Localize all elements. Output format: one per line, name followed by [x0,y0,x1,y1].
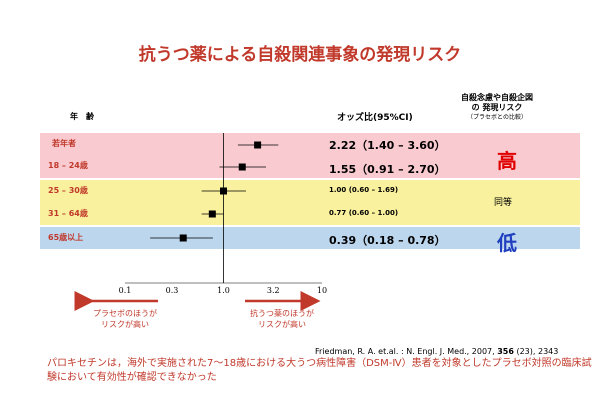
or-text-18-24: 1.55（0.91 – 2.70） [329,163,446,176]
age-label-youth: 若年者 [52,139,76,148]
x-tick-label: 3.2 [267,286,280,295]
arrow-left-label: プラセボのほうが リスクが高い [80,308,170,330]
risk-label-high: 高 [497,149,517,173]
or-point [254,141,262,149]
age-header: 年 齢 [70,112,94,121]
or-point [179,234,187,242]
age-label-25-30: 25 – 30歳 [48,186,88,195]
x-tick-label: 0.3 [166,286,179,295]
citation-volume: 356 [497,347,514,356]
citation-prefix: Friedman, R. A. et.al. : N. Engl. J. Med… [315,347,498,356]
arrow-left-line2: リスクが高い [101,320,149,329]
or-point [220,187,227,195]
or-point [208,210,216,218]
band-high-risk [40,133,580,178]
arrow-right-label: 抗うつ薬のほうが リスクが高い [237,308,327,330]
risk-label-low: 低 [497,231,517,255]
risk-header-line2: の 発現リスク [471,103,523,112]
footnote: パロキセチンは，海外で実施された7～18歳における大うつ病性障害（DSM-Ⅳ）患… [47,358,592,383]
band-equal-risk [40,180,580,225]
or-text-65-plus: 0.39（0.18 – 0.78） [329,234,446,247]
citation-suffix: (23), 2343 [513,347,559,356]
citation: Friedman, R. A. et.al. : N. Engl. J. Med… [315,347,558,356]
x-tick-label: 1.0 [217,286,230,295]
arrow-right-line2: リスクが高い [258,320,306,329]
age-label-31-64: 31 – 64歳 [48,209,88,218]
risk-header: 自殺念慮や自殺企図 の 発現リスク （プラセボとの比較） [447,93,547,123]
risk-label-equal: 同等 [494,198,513,208]
age-label-18-24: 18 – 24歳 [48,161,88,170]
odds-ratio-header: オッズ比(95%CI) [337,113,413,123]
age-label-65-plus: 65歳以上 [48,233,84,242]
x-tick-label: 0.1 [119,286,132,295]
or-point [238,163,246,171]
arrow-left-line1: プラセボのほうが [93,309,157,318]
or-text-25-30: 1.00 (0.60 – 1.69) [329,186,399,194]
risk-header-line1: 自殺念慮や自殺企図 [461,93,533,102]
slide-title: 抗うつ薬による自殺関連事象の発現リスク [138,45,462,65]
arrow-right-line1: 抗うつ薬のほうが [250,309,314,318]
or-text-youth: 2.22（1.40 – 3.60） [329,139,446,152]
band-low-risk [40,227,580,249]
risk-header-line3: （プラセボとの比較） [467,114,527,121]
or-text-31-64: 0.77 (0.60 – 1.00) [329,209,399,217]
x-tick-label: 10 [317,286,327,295]
